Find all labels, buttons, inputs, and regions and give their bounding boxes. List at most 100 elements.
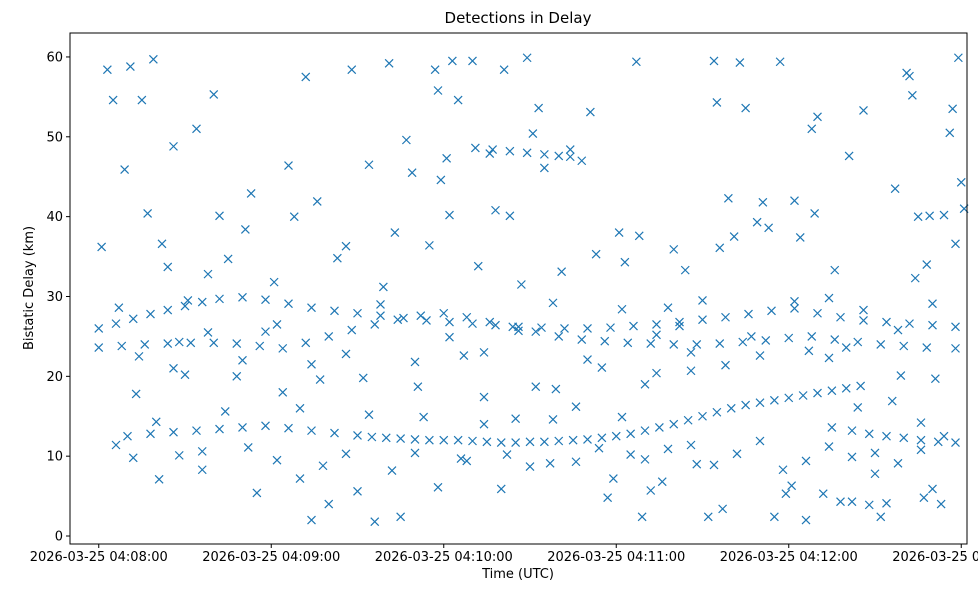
data-point-marker xyxy=(180,301,190,311)
data-point-marker xyxy=(597,433,607,443)
data-point-marker xyxy=(620,257,630,267)
data-point-marker xyxy=(445,317,454,327)
data-point-marker xyxy=(220,407,230,416)
data-point-marker xyxy=(422,316,431,325)
data-point-marker xyxy=(255,341,265,351)
data-point-marker xyxy=(445,210,454,220)
data-point-marker xyxy=(824,442,834,452)
data-point-marker xyxy=(307,515,316,525)
data-point-marker xyxy=(238,292,247,302)
data-point-marker xyxy=(215,211,224,221)
x-tick-label: 2026-03-25 04:12:00 xyxy=(720,550,858,565)
data-point-marker xyxy=(117,341,127,351)
data-point-marker xyxy=(163,262,173,272)
data-point-marker xyxy=(692,459,702,469)
data-point-marker xyxy=(847,497,857,507)
data-point-marker xyxy=(712,407,722,417)
data-markers xyxy=(94,53,969,527)
data-point-marker xyxy=(741,103,751,113)
data-point-marker xyxy=(534,103,544,113)
data-point-marker xyxy=(790,196,799,206)
data-point-marker xyxy=(597,363,607,372)
data-point-marker xyxy=(686,366,696,376)
data-point-marker xyxy=(143,209,153,218)
data-point-marker xyxy=(890,184,900,194)
data-point-marker xyxy=(836,312,845,322)
y-axis: 0 10 20 30 40 50 60 xyxy=(46,50,70,545)
data-point-marker xyxy=(876,512,886,522)
data-point-marker xyxy=(511,438,521,448)
data-point-marker xyxy=(148,54,158,64)
data-point-marker xyxy=(151,417,161,427)
data-point-marker xyxy=(453,95,463,105)
y-axis-title: Bistatic Delay (km) xyxy=(22,226,37,350)
data-point-marker xyxy=(522,53,532,63)
data-point-marker xyxy=(192,426,201,436)
data-point-marker xyxy=(370,320,380,329)
data-point-marker xyxy=(571,402,581,412)
data-point-marker xyxy=(238,423,247,432)
data-point-marker xyxy=(278,387,288,397)
data-point-marker xyxy=(626,429,636,439)
data-point-marker xyxy=(686,347,696,357)
data-point-marker xyxy=(459,351,469,360)
data-point-marker xyxy=(358,373,368,383)
data-point-marker xyxy=(295,474,305,483)
y-tick-label: 0 xyxy=(55,530,63,545)
data-point-marker xyxy=(718,504,728,514)
data-point-marker xyxy=(680,265,690,275)
data-point-marker xyxy=(330,428,339,438)
data-point-marker xyxy=(278,343,288,353)
data-point-marker xyxy=(508,322,518,332)
data-point-marker xyxy=(870,448,880,458)
data-point-marker xyxy=(531,327,541,337)
data-point-marker xyxy=(128,314,138,324)
data-point-marker xyxy=(102,65,112,75)
data-point-marker xyxy=(215,424,224,434)
data-point-marker xyxy=(203,327,213,337)
data-point-marker xyxy=(491,205,500,215)
data-point-marker xyxy=(551,384,561,394)
data-point-marker xyxy=(810,209,820,218)
data-point-marker xyxy=(174,337,184,347)
data-point-marker xyxy=(824,353,834,363)
data-point-marker xyxy=(307,303,316,313)
data-point-marker xyxy=(712,98,722,107)
data-point-marker xyxy=(111,440,121,450)
data-point-marker xyxy=(646,486,656,495)
data-point-marker xyxy=(951,343,960,353)
data-point-marker xyxy=(870,469,880,479)
data-point-marker xyxy=(243,442,253,452)
data-point-marker xyxy=(419,412,429,422)
data-point-marker xyxy=(307,426,316,436)
data-point-marker xyxy=(183,296,193,305)
data-point-marker xyxy=(905,71,914,81)
data-point-marker xyxy=(341,349,351,359)
data-point-marker xyxy=(801,515,811,525)
data-point-marker xyxy=(859,106,868,115)
data-point-marker xyxy=(916,445,926,455)
data-point-marker xyxy=(324,499,334,509)
data-point-marker xyxy=(473,261,483,271)
data-point-marker xyxy=(922,343,932,353)
data-point-marker xyxy=(514,326,523,336)
data-point-marker xyxy=(284,299,293,309)
data-point-marker xyxy=(378,282,388,292)
data-point-marker xyxy=(657,477,667,487)
data-point-marker xyxy=(307,359,316,369)
data-point-marker xyxy=(611,431,621,441)
data-point-marker xyxy=(479,392,489,402)
data-point-marker xyxy=(223,254,233,264)
data-point-marker xyxy=(813,388,822,398)
data-point-marker xyxy=(390,228,400,238)
data-point-marker xyxy=(108,95,118,105)
data-point-marker xyxy=(864,500,874,510)
data-point-marker xyxy=(830,335,840,345)
data-point-marker xyxy=(539,437,549,447)
data-point-marker xyxy=(790,296,799,306)
data-point-marker xyxy=(410,357,420,367)
data-point-marker xyxy=(364,160,374,170)
data-point-marker xyxy=(798,391,808,400)
data-point-marker xyxy=(301,338,311,348)
data-point-marker xyxy=(652,368,661,378)
